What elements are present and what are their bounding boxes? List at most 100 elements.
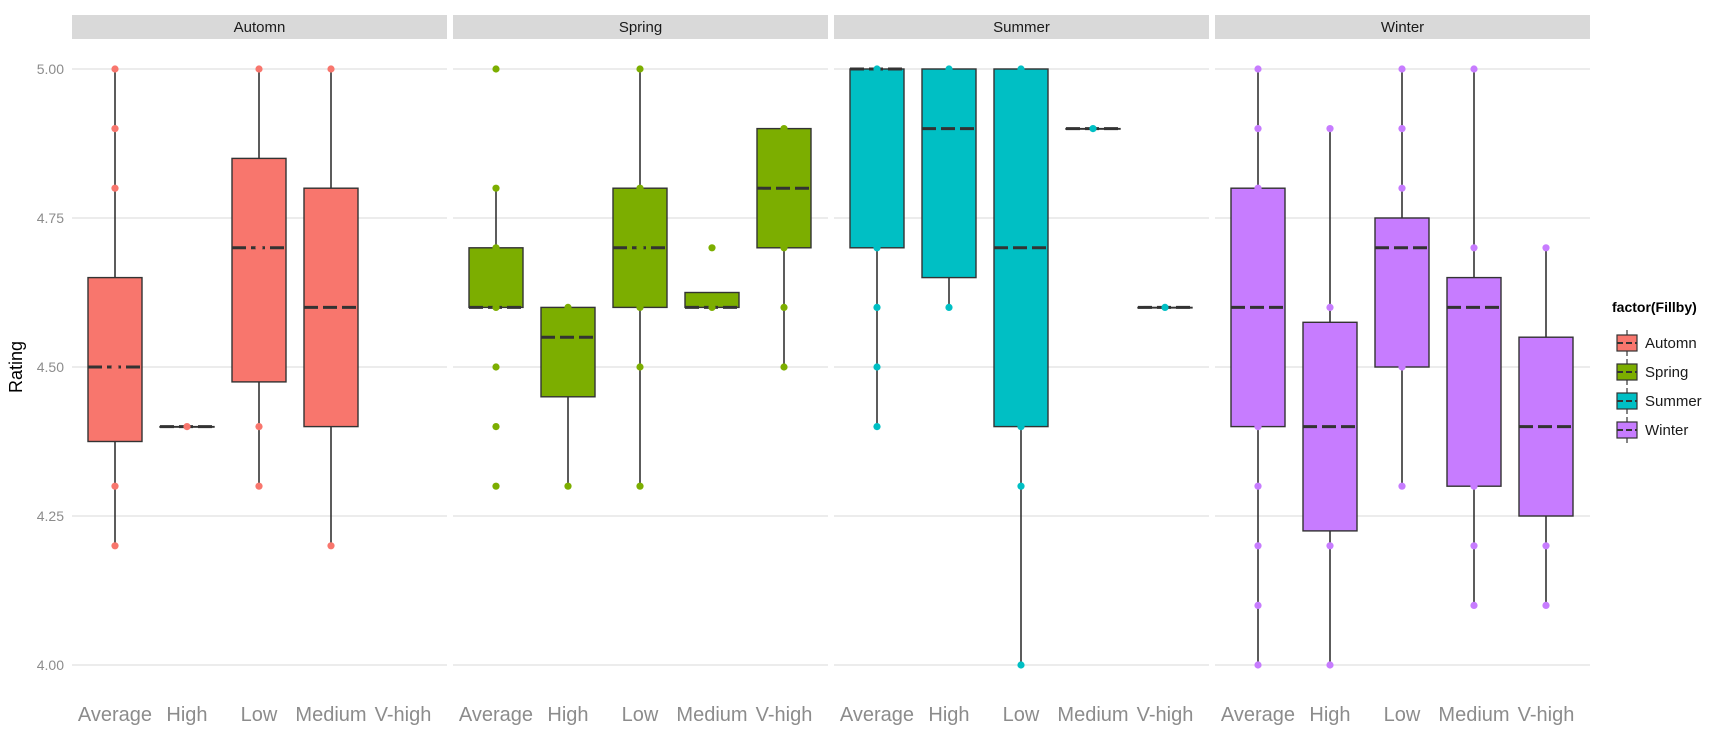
box-average bbox=[87, 65, 143, 550]
box-high bbox=[159, 423, 215, 431]
y-tick-label: 5.00 bbox=[37, 61, 64, 77]
data-point bbox=[636, 303, 644, 311]
box-body bbox=[540, 306, 596, 398]
data-point bbox=[945, 65, 953, 73]
data-point bbox=[111, 65, 119, 73]
data-point bbox=[636, 184, 644, 192]
data-point bbox=[1017, 65, 1025, 73]
y-tick-label: 4.75 bbox=[37, 210, 64, 226]
data-point bbox=[255, 244, 263, 252]
box-low bbox=[993, 65, 1049, 669]
data-point bbox=[636, 482, 644, 490]
data-point bbox=[111, 125, 119, 133]
data-point bbox=[492, 184, 500, 192]
data-point bbox=[1017, 482, 1025, 490]
data-point bbox=[1017, 661, 1025, 669]
data-point bbox=[1542, 542, 1550, 550]
x-tick-label: Low bbox=[622, 704, 659, 726]
data-point bbox=[1326, 542, 1334, 550]
box-high bbox=[1302, 125, 1358, 669]
x-tick-label: Average bbox=[840, 704, 914, 726]
box-low bbox=[612, 65, 668, 490]
x-tick-label: High bbox=[1309, 704, 1350, 726]
data-point bbox=[1254, 65, 1262, 73]
data-point bbox=[1254, 661, 1262, 669]
data-point bbox=[564, 303, 572, 311]
x-tick-label: V-high bbox=[1518, 704, 1575, 726]
data-point bbox=[873, 65, 881, 73]
box-body bbox=[921, 68, 977, 279]
x-tick-label: Average bbox=[1221, 704, 1295, 726]
data-point bbox=[492, 65, 500, 73]
box-body bbox=[231, 157, 287, 383]
box-high bbox=[540, 303, 596, 490]
box-average bbox=[468, 65, 524, 490]
box-v-high bbox=[756, 125, 812, 371]
x-tick-label: Medium bbox=[295, 704, 366, 726]
legend-item-automn: Automn bbox=[1616, 330, 1697, 356]
x-tick-label: Low bbox=[1384, 704, 1421, 726]
data-point bbox=[1326, 661, 1334, 669]
data-point bbox=[780, 244, 788, 252]
data-point bbox=[1089, 125, 1097, 133]
data-point bbox=[780, 363, 788, 371]
x-tick-label: Medium bbox=[1057, 704, 1128, 726]
y-tick-label: 4.50 bbox=[37, 359, 64, 375]
legend-label: Automn bbox=[1645, 335, 1697, 352]
facet-panel-spring: Spring Average High Low Medium V-high bbox=[453, 15, 828, 726]
box-body bbox=[1446, 276, 1502, 487]
legend-item-spring: Spring bbox=[1616, 359, 1688, 385]
data-point bbox=[1398, 482, 1406, 490]
data-point bbox=[1542, 244, 1550, 252]
box-low bbox=[231, 65, 287, 490]
x-tick-label: Average bbox=[459, 704, 533, 726]
facet-panel-automn: Automn Average High Low Medium V-high bbox=[72, 15, 447, 726]
x-tick-label: Medium bbox=[1438, 704, 1509, 726]
data-point bbox=[636, 65, 644, 73]
data-point bbox=[1398, 184, 1406, 192]
data-point bbox=[873, 423, 881, 431]
y-tick-label: 4.00 bbox=[37, 657, 64, 673]
data-point bbox=[492, 363, 500, 371]
data-point bbox=[183, 423, 191, 431]
data-point bbox=[1470, 65, 1478, 73]
data-point bbox=[1470, 601, 1478, 610]
facet-strip bbox=[72, 15, 447, 39]
data-point bbox=[1254, 423, 1262, 431]
y-tick-labels: 4.00 4.25 4.50 4.75 5.00 bbox=[37, 61, 64, 673]
x-tick-label: V-high bbox=[375, 704, 432, 726]
x-tick-label: High bbox=[928, 704, 969, 726]
facet-panel-summer: Summer Average High Low Medium V-high bbox=[834, 15, 1209, 726]
facet-panels: Automn Average High Low Medium V-high Spring Av… bbox=[72, 15, 1590, 726]
box-v-high bbox=[1518, 244, 1574, 610]
legend-entries: Automn Spring Summer Winter bbox=[1616, 330, 1702, 443]
data-point bbox=[780, 125, 788, 133]
data-point bbox=[111, 363, 119, 371]
facet-strip bbox=[1215, 15, 1590, 39]
data-point bbox=[1254, 125, 1262, 133]
data-point bbox=[636, 363, 644, 371]
data-point bbox=[873, 303, 881, 311]
box-average bbox=[1230, 65, 1286, 669]
data-point bbox=[1161, 303, 1169, 311]
data-point bbox=[1254, 601, 1262, 610]
box-body bbox=[849, 68, 905, 249]
x-tick-label: V-high bbox=[756, 704, 813, 726]
y-tick-label: 4.25 bbox=[37, 508, 64, 524]
x-tick-label: Medium bbox=[676, 704, 747, 726]
data-point bbox=[1017, 423, 1025, 431]
facet-strip bbox=[834, 15, 1209, 39]
data-point bbox=[255, 423, 263, 431]
x-tick-label: Average bbox=[78, 704, 152, 726]
box-average bbox=[849, 65, 905, 431]
data-point bbox=[1542, 601, 1550, 610]
legend-label: Summer bbox=[1645, 393, 1702, 410]
data-point bbox=[873, 244, 881, 252]
facet-strip-label: Winter bbox=[1381, 19, 1424, 36]
data-point bbox=[636, 244, 644, 252]
data-point bbox=[708, 303, 716, 311]
facet-strip-label: Automn bbox=[234, 19, 286, 36]
data-point bbox=[1326, 125, 1334, 133]
legend-title: factor(Fillby) bbox=[1612, 299, 1697, 315]
